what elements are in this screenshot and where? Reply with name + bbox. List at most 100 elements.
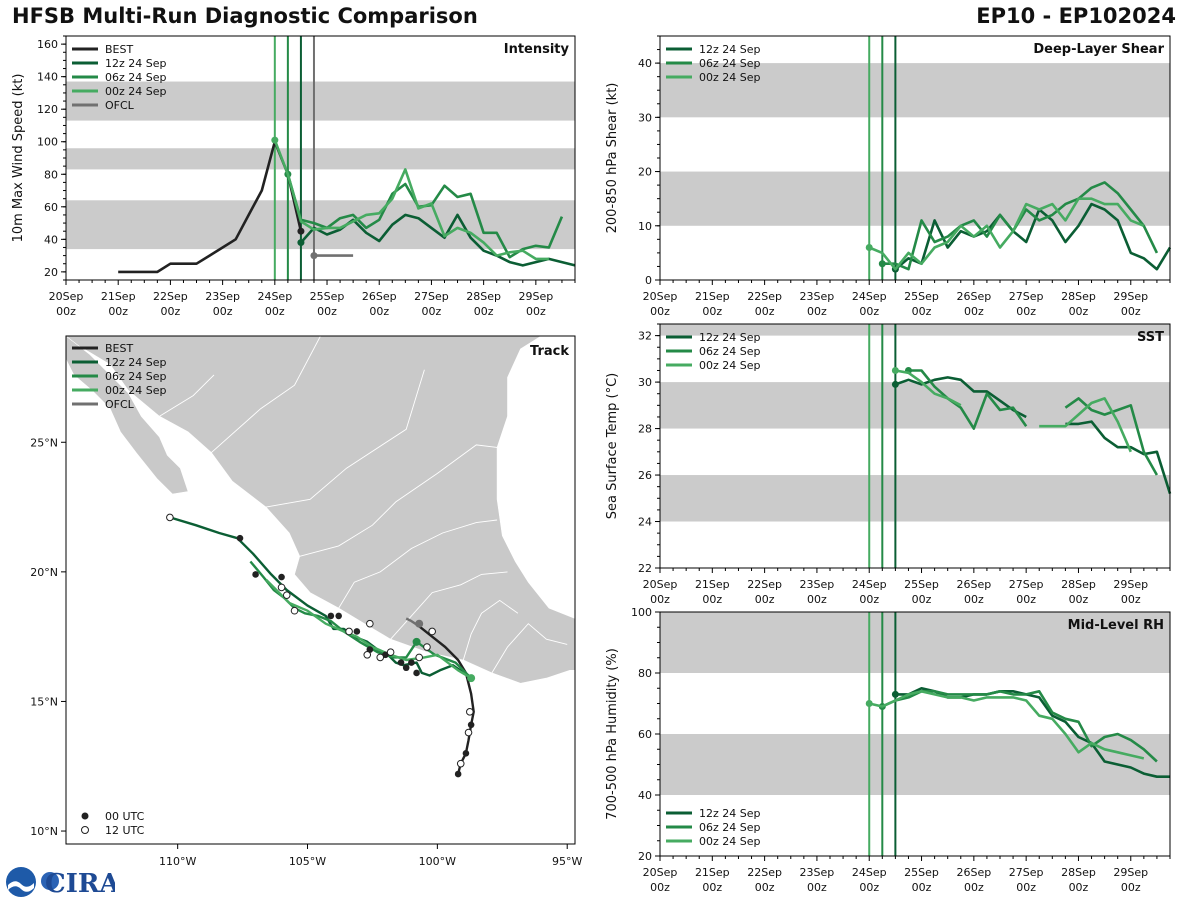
cira-logo-text: CIRA bbox=[45, 869, 115, 898]
track-ytick-label: 25°N bbox=[30, 436, 58, 449]
fix-12utc bbox=[166, 513, 174, 522]
fix-12utc bbox=[415, 653, 423, 662]
shear-band bbox=[660, 63, 1170, 118]
fix-00utc bbox=[252, 571, 259, 578]
legend-00utc-label: 00 UTC bbox=[105, 810, 145, 823]
sst-xtick-day: 29Sep bbox=[1113, 578, 1148, 591]
intensity-title: Intensity bbox=[504, 42, 570, 57]
rh-ytick-label: 40 bbox=[638, 789, 652, 802]
rh-xtick-day: 22Sep bbox=[747, 866, 782, 879]
sst-xtick-hour: 00z bbox=[1121, 593, 1141, 606]
sst-xtick-hour: 00z bbox=[912, 593, 932, 606]
track-line-r00 bbox=[265, 578, 472, 680]
sst-band bbox=[660, 475, 1170, 522]
rh-xtick-hour: 00z bbox=[807, 881, 827, 894]
sst-xtick-hour: 00z bbox=[650, 593, 670, 606]
rh-ytick-label: 20 bbox=[638, 850, 652, 863]
intensity-band bbox=[66, 148, 575, 170]
sst-ytick-label: 22 bbox=[638, 562, 652, 575]
sst-xtick-day: 21Sep bbox=[695, 578, 730, 591]
rh-xtick-day: 26Sep bbox=[956, 866, 991, 879]
intensity-xtick-day: 20Sep bbox=[49, 290, 84, 303]
track-plot: 110°W 105°W 100°W 95°W 10°N 15°N 20°N 25°N Track… bbox=[30, 335, 583, 868]
fix-00utc bbox=[335, 612, 342, 620]
intensity-legend-label-best: BEST bbox=[105, 43, 133, 56]
state-border bbox=[491, 623, 568, 674]
rh-xtick-day: 21Sep bbox=[695, 866, 730, 879]
noaa-wave-icon bbox=[8, 881, 34, 892]
shear-ytick-label: 20 bbox=[638, 166, 652, 179]
page-title: HFSB Multi-Run Diagnostic Comparison bbox=[12, 4, 478, 28]
sst-xtick-hour: 00z bbox=[1016, 593, 1036, 606]
fix-12utc bbox=[376, 653, 385, 662]
fix-12utc bbox=[366, 619, 374, 628]
rh-frame bbox=[659, 611, 1171, 857]
shear-plot: 0 10 20 30 40 20Sep 00z 21Sep 00z 22Sep 00z 23Sep 00… bbox=[605, 35, 1172, 318]
shear-ytick-label: 0 bbox=[645, 274, 652, 287]
track-xtick-label: 105°W bbox=[289, 855, 326, 868]
intensity-start-marker-r00 bbox=[271, 136, 279, 144]
rh-xtick-day: 25Sep bbox=[904, 866, 939, 879]
fix-00utc bbox=[454, 770, 462, 778]
intensity-xtick-day: 21Sep bbox=[101, 290, 136, 303]
intensity-series-r00 bbox=[273, 139, 549, 261]
track-start-marker bbox=[415, 619, 424, 628]
state-border bbox=[299, 444, 498, 557]
track-ytick-label: 10°N bbox=[30, 825, 58, 838]
track-xtick-label: 100°W bbox=[419, 855, 456, 868]
rh-legend-label-r06: 06z 24 Sep bbox=[699, 821, 761, 834]
rh-xtick-hour: 00z bbox=[859, 881, 879, 894]
rh-xtick-day: 23Sep bbox=[800, 866, 835, 879]
track-frame bbox=[65, 335, 576, 845]
sst-ytick-label: 32 bbox=[638, 330, 652, 343]
track-xtick-label: 95°W bbox=[552, 855, 582, 868]
track-legend-label-r12: 12z 24 Sep bbox=[105, 356, 167, 369]
shear-xtick-hour: 00z bbox=[650, 305, 670, 318]
sst-frame bbox=[659, 323, 1171, 569]
intensity-ylabel: 10m Max Wind Speed (kt) bbox=[11, 74, 26, 243]
shear-xtick-day: 22Sep bbox=[747, 290, 782, 303]
shear-xtick-day: 23Sep bbox=[800, 290, 835, 303]
intensity-legend-label-r06: 06z 24 Sep bbox=[105, 71, 167, 84]
sst-xtick-day: 22Sep bbox=[747, 578, 782, 591]
rh-ytick-label: 80 bbox=[638, 667, 652, 680]
storm-id: EP10 - EP102024 bbox=[976, 4, 1176, 28]
sst-start-marker-r00 bbox=[891, 366, 899, 374]
intensity-xtick-hour: 00z bbox=[56, 305, 76, 318]
intensity-legend-label-r12: 12z 24 Sep bbox=[105, 57, 167, 70]
shear-xtick-day: 24Sep bbox=[852, 290, 887, 303]
fix-12utc bbox=[290, 606, 299, 615]
rh-ytick-label: 100 bbox=[631, 606, 652, 619]
shear-legend-label-r00: 00z 24 Sep bbox=[699, 71, 761, 84]
sst-ytick-label: 28 bbox=[638, 423, 652, 436]
shear-xtick-day: 26Sep bbox=[956, 290, 991, 303]
shear-frame bbox=[659, 35, 1171, 281]
fix-12utc bbox=[386, 648, 395, 657]
sst-xtick-day: 27Sep bbox=[1009, 578, 1044, 591]
sst-xtick-day: 24Sep bbox=[852, 578, 887, 591]
fix-00utc bbox=[462, 749, 470, 757]
track-title: Track bbox=[530, 344, 569, 359]
intensity-start-marker-r12 bbox=[297, 239, 305, 247]
intensity-plot: 20 40 60 80 100 120 140 160 20Sep 00z 21Sep 00z 22Se… bbox=[11, 35, 576, 318]
sst-xtick-hour: 00z bbox=[964, 593, 984, 606]
rh-legend-label-r00: 00z 24 Sep bbox=[699, 835, 761, 848]
fix-12utc bbox=[345, 627, 353, 636]
intensity-ytick-label: 20 bbox=[44, 266, 58, 279]
rh-xtick-hour: 00z bbox=[650, 881, 670, 894]
rh-start-marker-r00 bbox=[865, 700, 873, 707]
intensity-frame bbox=[65, 35, 576, 281]
sst-ytick-label: 30 bbox=[638, 376, 652, 389]
sst-xtick-hour: 00z bbox=[859, 593, 879, 606]
intensity-xtick-hour: 00z bbox=[265, 305, 285, 318]
intensity-xtick-day: 27Sep bbox=[414, 290, 449, 303]
track-legend-label-best: BEST bbox=[105, 342, 133, 355]
rh-ylabel: 700-500 hPa Humidity (%) bbox=[605, 648, 620, 820]
shear-xtick-hour: 00z bbox=[1121, 305, 1141, 318]
intensity-legend-label-ofcl: OFCL bbox=[105, 99, 135, 112]
intensity-ytick-label: 160 bbox=[37, 38, 58, 51]
intensity-xtick-day: 23Sep bbox=[205, 290, 240, 303]
shear-xtick-hour: 00z bbox=[1016, 305, 1036, 318]
shear-ytick-label: 40 bbox=[638, 57, 652, 70]
